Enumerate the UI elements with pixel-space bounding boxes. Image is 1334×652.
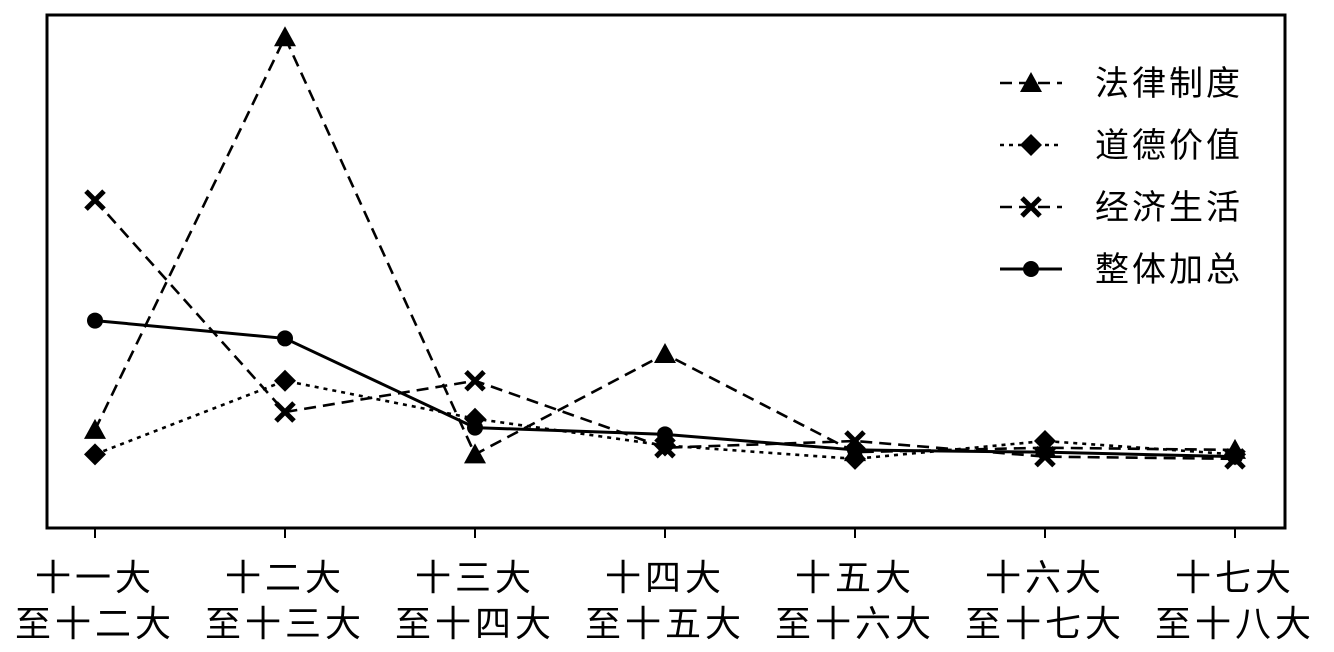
- data-point-diamond: [274, 369, 296, 392]
- legend-label: 法律制度: [1095, 64, 1243, 104]
- x-tick-label: 至十六大: [775, 604, 935, 645]
- x-tick-label: 十七大: [1175, 558, 1295, 599]
- series-4: [87, 312, 1243, 465]
- data-point-circle: [1227, 448, 1243, 465]
- data-point-x: [274, 401, 296, 423]
- data-point-circle: [467, 419, 483, 436]
- data-point-x: [654, 436, 676, 459]
- x-tick-label: 至十二大: [15, 604, 175, 645]
- data-point-triangle: [464, 443, 486, 464]
- x-tick-label: 十四大: [605, 558, 725, 599]
- data-point-circle: [87, 312, 103, 329]
- x-tick-label: 十五大: [795, 558, 915, 599]
- x-tick-label: 至十八大: [1155, 604, 1315, 645]
- legend-item: 道德价值: [1000, 126, 1243, 166]
- legend-marker-triangle: [1020, 72, 1042, 92]
- legend-marker-x: [1020, 196, 1042, 218]
- data-point-circle: [657, 426, 673, 443]
- series-1: [84, 26, 1246, 464]
- x-tick-label: 十六大: [985, 558, 1105, 599]
- legend-label: 经济生活: [1095, 188, 1243, 228]
- legend-label: 整体加总: [1095, 250, 1243, 290]
- legend-item: 经济生活: [1000, 188, 1243, 228]
- x-tick-label: 十三大: [415, 558, 535, 599]
- data-point-triangle: [84, 418, 106, 439]
- data-point-triangle: [274, 26, 296, 47]
- legend-item: 法律制度: [1000, 64, 1243, 104]
- legend-marker-circle: [1023, 261, 1039, 277]
- x-tick-label: 至十三大: [205, 604, 365, 645]
- legend-item: 整体加总: [1000, 250, 1243, 290]
- data-point-triangle: [654, 343, 676, 364]
- x-tick-label: 十一大: [35, 558, 155, 599]
- data-point-circle: [847, 441, 863, 458]
- data-point-x: [84, 189, 106, 211]
- x-tick-label: 至十四大: [395, 604, 555, 645]
- data-point-circle: [277, 330, 293, 347]
- legend-label: 道德价值: [1095, 126, 1243, 166]
- data-point-circle: [1037, 444, 1053, 461]
- x-tick-label: 至十七大: [965, 604, 1125, 645]
- x-tick-label: 十二大: [225, 558, 345, 599]
- legend-marker-diamond: [1020, 134, 1042, 156]
- data-point-x: [464, 370, 486, 392]
- series-line: [94, 199, 1236, 461]
- series-2: [84, 369, 1246, 470]
- x-tick-label: 至十五大: [585, 604, 745, 645]
- data-point-diamond: [84, 443, 106, 466]
- series-layer: [84, 26, 1246, 470]
